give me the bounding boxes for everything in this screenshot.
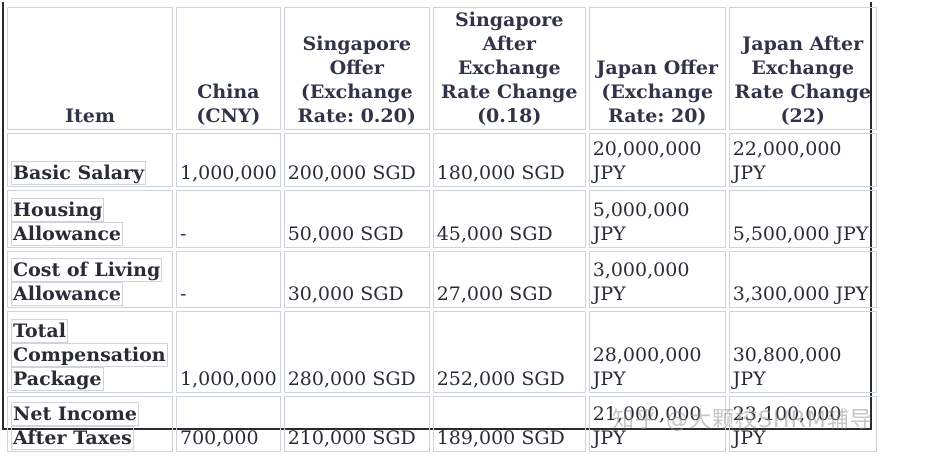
row-item: Net Income After Taxes — [7, 396, 173, 452]
header-japan-after: Japan After Exchange Rate Change (22) — [728, 7, 877, 130]
table-cell: 3,000,000 JPY — [588, 251, 726, 308]
table-cell: 700,000 — [176, 396, 281, 452]
header-japan-offer: Japan Offer (Exchange Rate: 20) — [588, 7, 726, 130]
table-cell: 23,100,000 JPY — [728, 396, 877, 452]
row-item: Basic Salary — [7, 133, 173, 187]
table-cell: 180,000 SGD — [432, 133, 586, 187]
table-frame — [2, 2, 872, 430]
table-cell: 5,000,000 JPY — [588, 190, 726, 248]
table-cell: 280,000 SGD — [283, 311, 430, 393]
table-cell: 252,000 SGD — [432, 311, 586, 393]
table-cell: 1,000,000 — [176, 311, 281, 393]
table-cell: 3,300,000 JPY — [728, 251, 877, 308]
table-cell: 189,000 SGD — [432, 396, 586, 452]
table-cell: 20,000,000 JPY — [588, 133, 726, 187]
row-item: Cost of Living Allowance — [7, 251, 173, 308]
table-row: Cost of Living Allowance - 30,000 SGD 27… — [7, 251, 877, 308]
table-cell: 210,000 SGD — [283, 396, 430, 452]
header-row: Item China (CNY) Singapore Offer (Exchan… — [7, 7, 877, 130]
table-cell: 200,000 SGD — [283, 133, 430, 187]
table-cell: 30,800,000 JPY — [728, 311, 877, 393]
table-cell: 50,000 SGD — [283, 190, 430, 248]
table-row: Net Income After Taxes 700,000 210,000 S… — [7, 396, 877, 452]
row-item: Total Compensation Package — [7, 311, 173, 393]
row-item: Housing Allowance — [7, 190, 173, 248]
table-cell: - — [176, 190, 281, 248]
table-cell: - — [176, 251, 281, 308]
table-cell: 45,000 SGD — [432, 190, 586, 248]
table-cell: 5,500,000 JPY — [728, 190, 877, 248]
table-row: Basic Salary 1,000,000 200,000 SGD 180,0… — [7, 133, 877, 187]
header-item: Item — [7, 7, 173, 130]
table-row: Housing Allowance - 50,000 SGD 45,000 SG… — [7, 190, 877, 248]
table-cell: 1,000,000 — [176, 133, 281, 187]
table-cell: 30,000 SGD — [283, 251, 430, 308]
header-china: China (CNY) — [176, 7, 281, 130]
table-cell: 22,000,000 JPY — [728, 133, 877, 187]
table-row: Total Compensation Package 1,000,000 280… — [7, 311, 877, 393]
table-cell: 27,000 SGD — [432, 251, 586, 308]
header-singapore-offer: Singapore Offer (Exchange Rate: 0.20) — [283, 7, 430, 130]
header-singapore-after: Singapore After Exchange Rate Change (0.… — [432, 7, 586, 130]
table-cell: 21,000,000 JPY — [588, 396, 726, 452]
compensation-table: Item China (CNY) Singapore Offer (Exchan… — [4, 4, 880, 455]
table-cell: 28,000,000 JPY — [588, 311, 726, 393]
